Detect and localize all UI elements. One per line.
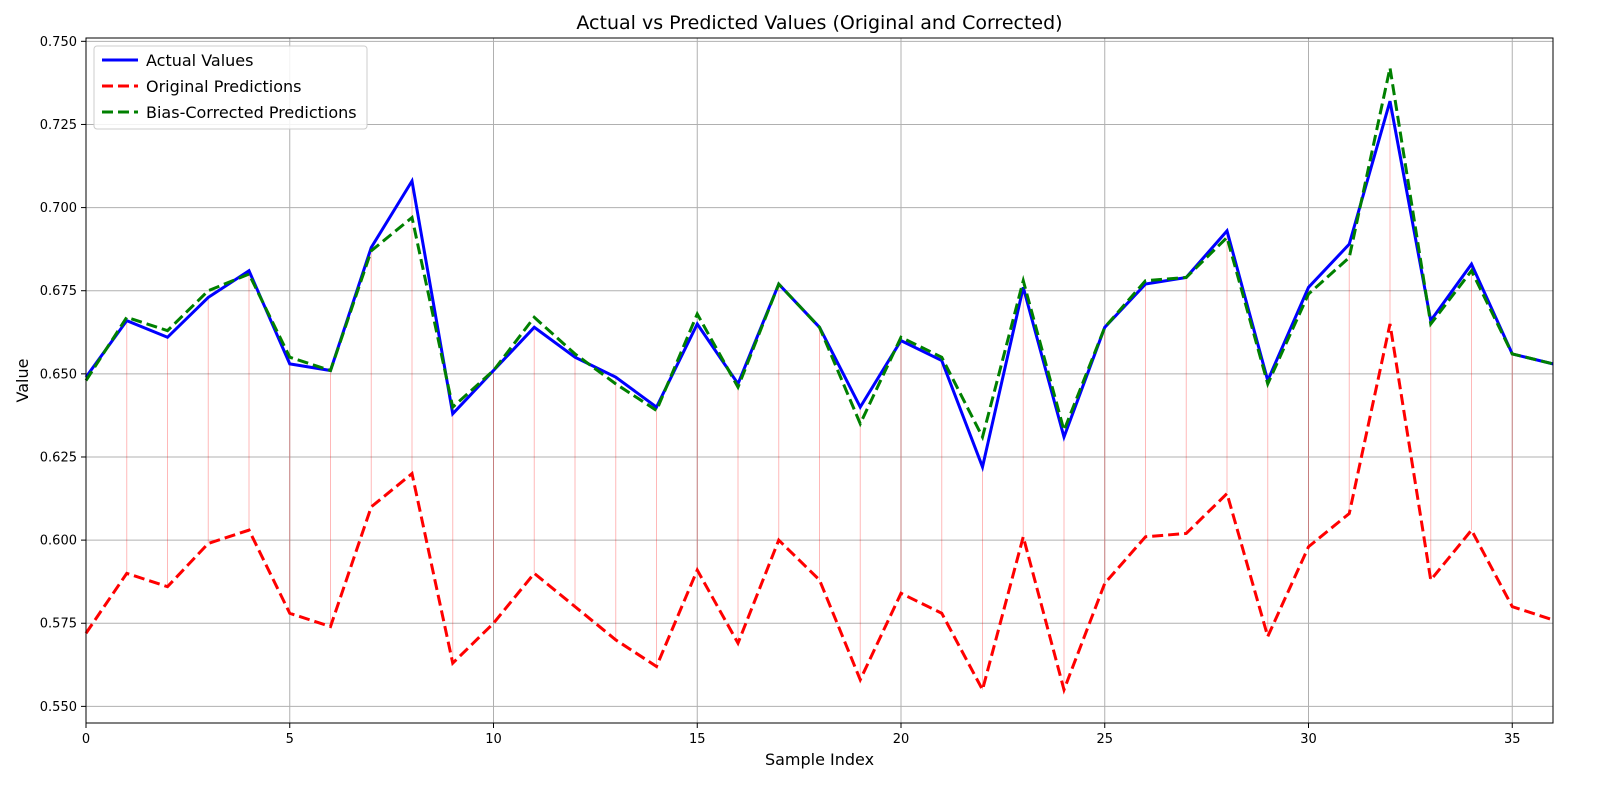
series-lines xyxy=(84,67,1554,695)
x-tick-label: 10 xyxy=(485,732,502,747)
y-tick-label: 0.725 xyxy=(40,118,77,133)
y-tick-label: 0.650 xyxy=(40,367,77,382)
residual-lines xyxy=(85,101,1554,690)
x-tick-label: 5 xyxy=(286,732,294,747)
y-tick-label: 0.675 xyxy=(40,284,77,299)
x-tick-label: 30 xyxy=(1300,732,1317,747)
legend-label: Actual Values xyxy=(146,51,253,70)
legend-box xyxy=(93,45,368,130)
x-tick-label: 25 xyxy=(1096,732,1113,747)
plot-frame xyxy=(85,37,1554,724)
y-tick-label: 0.550 xyxy=(40,700,77,715)
legend-label: Bias-Corrected Predictions xyxy=(146,103,357,122)
y-axis-title: Value xyxy=(13,359,32,403)
x-axis-title: Sample Index xyxy=(765,750,874,769)
legend: Actual Values Original Predictions Bias-Co… xyxy=(93,45,368,130)
x-tick-label: 15 xyxy=(689,732,706,747)
legend-label: Original Predictions xyxy=(146,77,302,96)
y-tick-label: 0.600 xyxy=(40,534,77,549)
y-tick-label: 0.750 xyxy=(40,35,77,50)
x-tick-label: 20 xyxy=(893,732,910,747)
y-tick-label: 0.700 xyxy=(40,201,77,216)
chart-title: Actual vs Predicted Values (Original and… xyxy=(576,12,1062,34)
x-ticks: 0 5 10 15 20 25 30 35 xyxy=(82,723,1521,747)
series-line-original-predictions xyxy=(84,323,1554,695)
series-line-bias-corrected-predictions xyxy=(84,67,1554,442)
y-ticks: 0.550 0.575 0.600 0.625 0.650 0.675 0.700 0.725… xyxy=(40,35,86,715)
y-tick-label: 0.625 xyxy=(40,450,77,465)
x-tick-label: 0 xyxy=(82,732,90,747)
y-tick-label: 0.575 xyxy=(40,617,77,632)
x-tick-label: 35 xyxy=(1504,732,1521,747)
